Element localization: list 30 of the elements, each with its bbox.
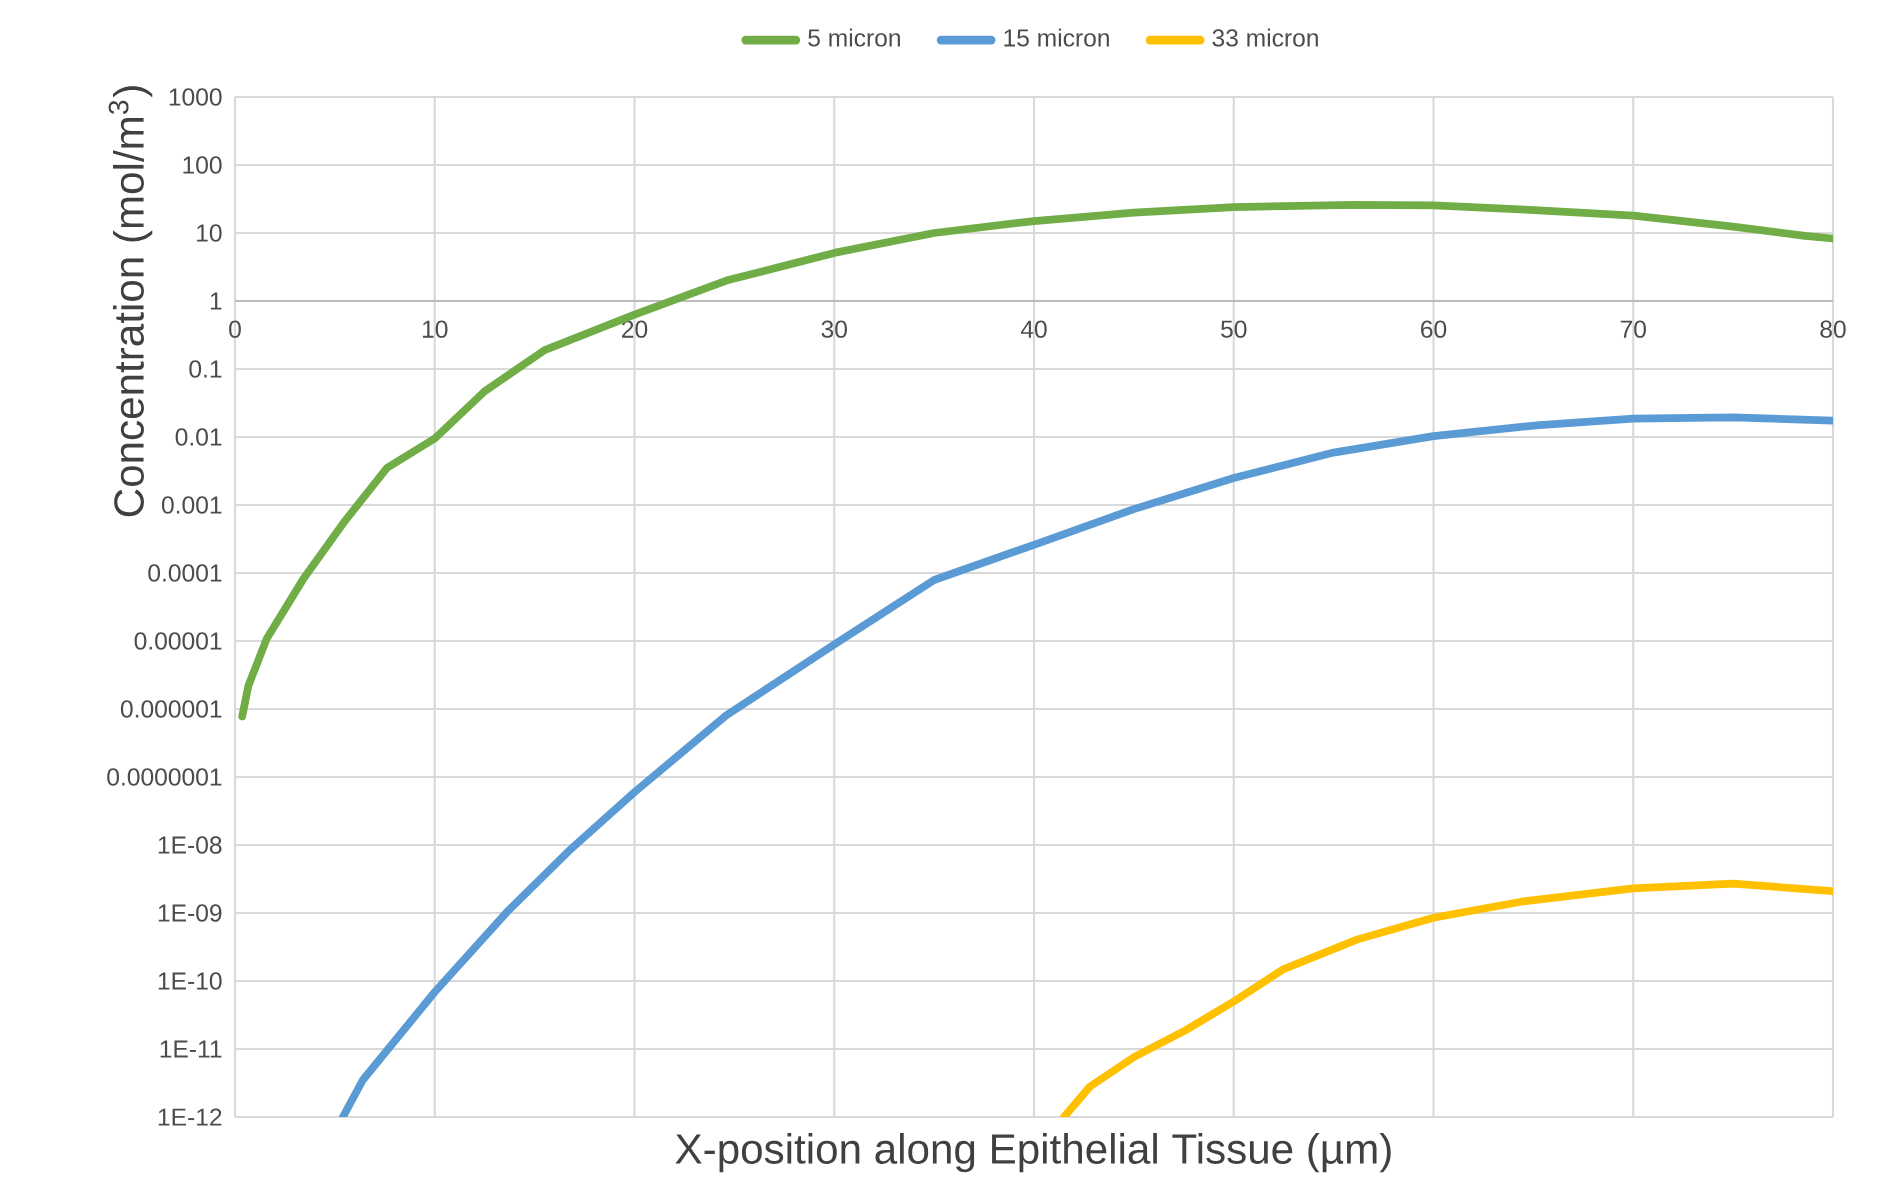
legend-label: 5 micron: [808, 28, 900, 47]
x-tick-label: 60: [1421, 320, 1447, 338]
y-tick-label: 0.00001: [134, 632, 222, 650]
y-tick-label: 0.1: [189, 360, 222, 378]
y-tick-label: 1E-12: [158, 1108, 222, 1126]
legend-label: 15 micron: [1004, 28, 1109, 47]
x-tick-label: 20: [622, 320, 648, 338]
y-tick-label: 0.0000001: [107, 768, 222, 786]
x-axis-title: X-position along Epithelial Tissue (µm): [675, 1132, 1391, 1173]
y-tick-label: 100: [183, 156, 222, 174]
x-tick-label: 10: [422, 320, 448, 338]
x-tick-label: 50: [1221, 320, 1247, 338]
x-tick-label: 70: [1620, 320, 1646, 338]
y-tick-label: 0.000001: [120, 700, 222, 718]
y-tick-label: 10: [197, 224, 222, 242]
y-tick-label: 1: [210, 292, 222, 310]
x-tick-label: 40: [1020, 320, 1047, 338]
y-tick-label: 0.0001: [148, 564, 222, 582]
x-tick-label: 30: [821, 320, 847, 338]
y-tick-label: 1E-10: [158, 972, 222, 990]
x-tick-label: 80: [1820, 320, 1846, 338]
y-tick-label: 0.01: [175, 428, 222, 446]
legend-label: 33 micron: [1212, 28, 1318, 47]
y-tick-label: 0.001: [161, 496, 222, 514]
x-tick-label: 0: [229, 320, 241, 338]
y-tick-label: 1E-09: [158, 904, 222, 922]
y-tick-label: 1E-08: [158, 836, 222, 854]
y-axis-title: Concentration (mol/m$^{3}$): [108, 86, 153, 517]
y-tick-label: 1000: [169, 88, 222, 106]
y-tick-label: 1E-11: [160, 1040, 222, 1058]
